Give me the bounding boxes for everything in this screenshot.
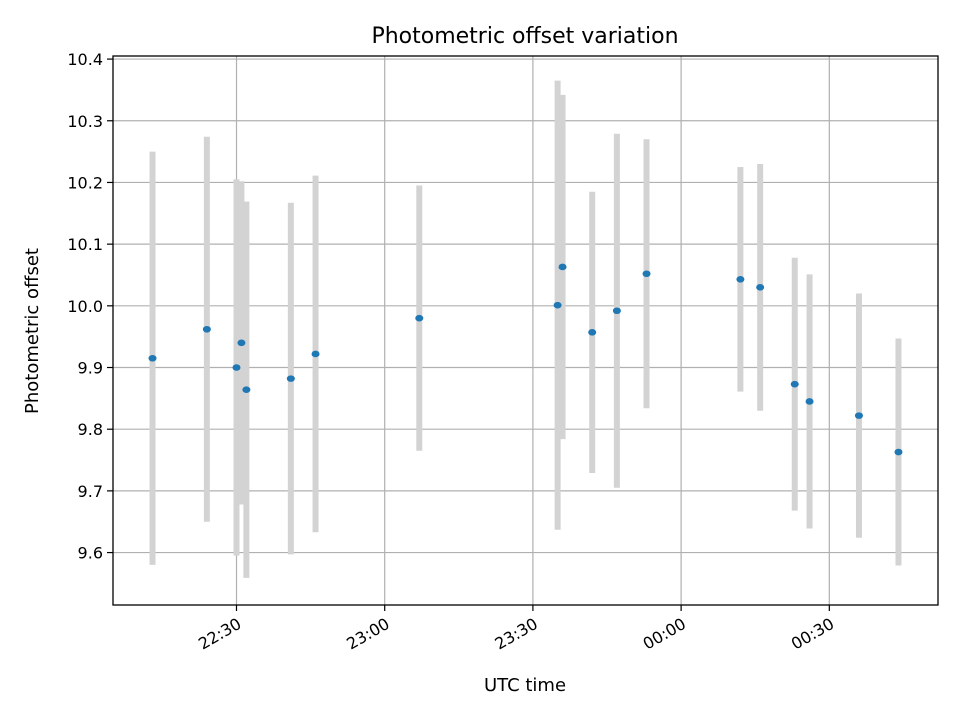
data-point	[756, 284, 765, 291]
data-point	[736, 276, 745, 283]
data-point	[148, 354, 157, 362]
y-axis-label: Photometric offset	[22, 248, 43, 414]
y-tick-label: 9.8	[78, 420, 103, 439]
data-point	[311, 350, 320, 358]
y-tick-label: 10.4	[67, 50, 103, 69]
y-tick-label: 10.1	[67, 235, 103, 254]
y-axis: 9.6 9.7 9.8 9.9 10.0 10.1 10.2 10.3 10.4	[67, 50, 113, 563]
y-tick-label: 10.3	[67, 112, 103, 131]
data-point	[202, 325, 211, 333]
y-tick-label: 10.0	[67, 297, 103, 316]
data-point	[242, 386, 251, 394]
chart-title: Photometric offset variation	[371, 24, 678, 49]
plot-frame	[112, 55, 939, 606]
data-point	[286, 375, 295, 382]
data-point	[415, 314, 424, 322]
data-point	[232, 364, 241, 371]
data-point	[612, 307, 621, 315]
data-point	[894, 448, 903, 456]
y-tick-label: 9.9	[78, 359, 103, 378]
y-tick-label: 10.2	[67, 173, 103, 192]
grid-layer	[113, 56, 938, 605]
data-point	[790, 380, 799, 388]
data-point	[558, 263, 567, 271]
data-point	[553, 301, 562, 309]
data-point	[805, 398, 814, 405]
y-tick-label: 9.6	[78, 544, 103, 563]
data-point	[642, 270, 651, 278]
data-point	[588, 329, 597, 336]
point-layer	[148, 263, 903, 456]
data-point	[854, 412, 863, 419]
data-point	[237, 339, 246, 347]
y-tick-label: 9.7	[78, 482, 103, 501]
x-axis-label: UTC time	[484, 675, 566, 696]
